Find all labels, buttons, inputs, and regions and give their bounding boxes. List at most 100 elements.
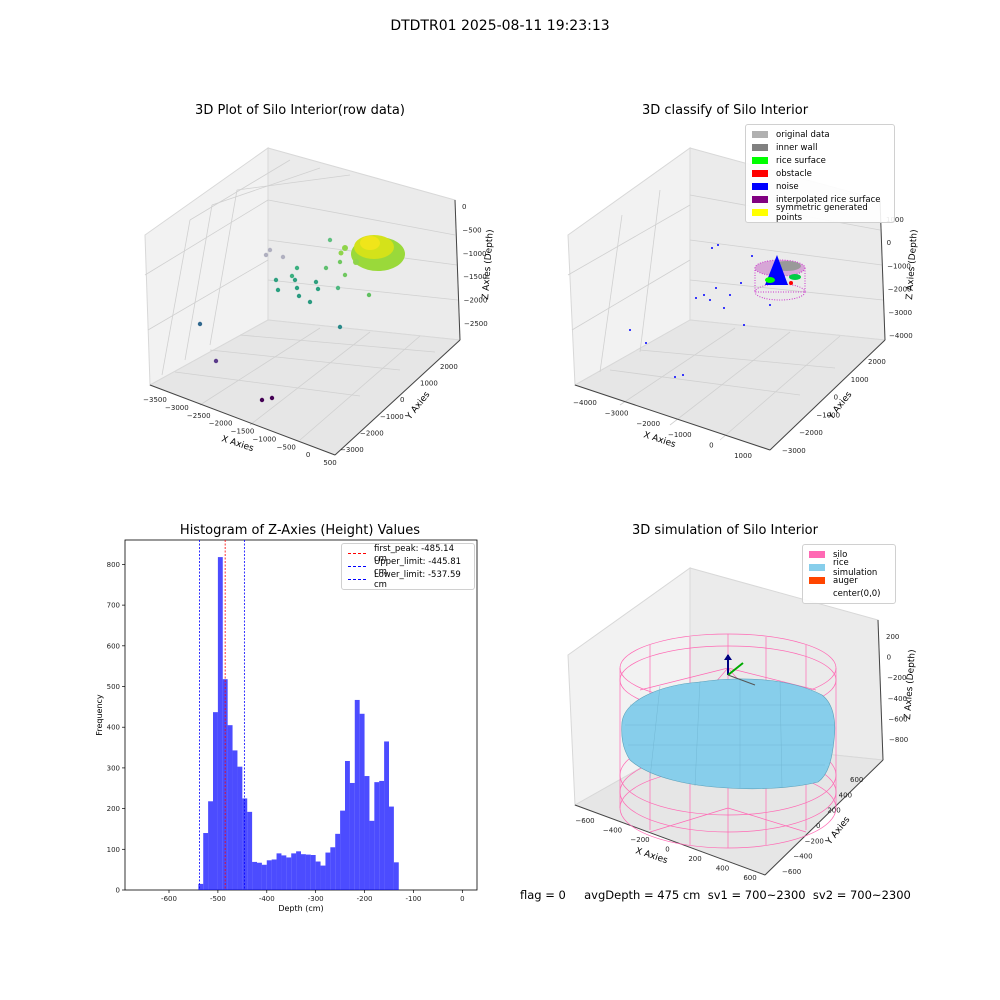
legend-swatch [348, 566, 366, 567]
point [337, 259, 343, 265]
histogram-bar [281, 855, 287, 890]
legend-label: interpolated rice surface [776, 194, 881, 205]
point [292, 277, 298, 283]
plot1-points [197, 235, 405, 403]
point [313, 279, 319, 285]
p2-zticks-tick: 0 [887, 239, 891, 247]
y-tick-label: 400 [107, 724, 120, 732]
point [267, 247, 273, 253]
plot3-xlabel: Depth (cm) [278, 904, 323, 913]
point [335, 285, 341, 291]
histogram-bar [320, 865, 326, 890]
legend-entry: Lower_limit: -537.59 cm [348, 570, 468, 590]
legend-label: symmetric generated points [776, 202, 868, 223]
legend-swatch [348, 553, 366, 554]
legend-entry: obstacle [752, 167, 888, 180]
plot4-title: 3D simulation of Silo Interior [632, 523, 818, 538]
y-tick-label: 200 [107, 805, 120, 813]
point [280, 254, 286, 260]
plot2-title: 3D classify of Silo Interior [641, 103, 809, 118]
p1-xticks-tick: 500 [323, 459, 336, 467]
p2-yticks-tick: −1000 [816, 411, 840, 419]
legend-swatch [348, 579, 366, 580]
histogram-bar [354, 699, 360, 890]
p1-xticks-tick: −2500 [187, 412, 211, 420]
p4-xticks-tick: 600 [743, 874, 756, 882]
p4-zticks-tick: 200 [886, 633, 899, 641]
point [213, 358, 219, 364]
plot4-tick-labels: −600 −400 −200 0 200 400 600 600 400 200 0 −200 −400… [575, 633, 908, 882]
point [629, 329, 631, 331]
p4-xticks-tick: −600 [575, 817, 594, 825]
plot2-y-axis-line [769, 339, 886, 451]
p4-zticks-tick: 0 [887, 654, 891, 662]
legend-swatch [752, 144, 768, 151]
plot4-x-axis-line [574, 804, 766, 876]
plot1-x-axis-line [149, 384, 336, 456]
p4-yticks-tick: 600 [850, 776, 863, 784]
p4-yticks-tick: −600 [782, 868, 801, 876]
point [729, 294, 731, 296]
y-tick-label: 500 [107, 683, 120, 691]
p1-yticks-tick: −2000 [360, 429, 384, 437]
obstacle [789, 281, 793, 285]
auger [727, 674, 756, 686]
histogram-bar [252, 861, 257, 890]
legend-label: inner wall [776, 142, 818, 153]
status-line: flag = 0 avgDepth = 475 cm sv1 = 700~230… [520, 888, 911, 902]
plot1-z-axis-line [454, 199, 461, 341]
p2-xticks-tick: 0 [709, 441, 713, 449]
legend-entry: silo [809, 548, 889, 561]
p2-yticks-tick: 2000 [868, 358, 886, 366]
histogram-bar [257, 862, 262, 890]
histogram-bar [369, 820, 375, 890]
p2-zticks-tick: −2000 [888, 286, 912, 294]
legend-swatch [752, 209, 768, 216]
y-tick-label: 0 [116, 887, 120, 895]
p1-xticks-tick: −3000 [165, 404, 189, 412]
histogram-bar [271, 859, 277, 890]
plot2-zlabel: Z Axies (Depth) [905, 229, 920, 300]
p4-yticks-tick: 400 [839, 791, 852, 799]
p2-zticks-tick: −4000 [889, 332, 913, 340]
plot4-ylabel: Y Axies [824, 815, 853, 848]
legend-swatch [809, 551, 825, 558]
plot1-ylabel: Y Axies [404, 390, 433, 423]
legend-label: noise [776, 181, 799, 192]
plot3-ticks: -600 -500 -400 -300 -200 -100 0 0 100 200 300 400 50… [107, 561, 465, 903]
plot4-rice-mesh [625, 678, 834, 789]
legend-entry: interpolated rice surface [752, 193, 888, 206]
point [703, 294, 705, 296]
histogram-bar [340, 810, 345, 890]
legend-swatch [752, 157, 768, 164]
plot1-grid [144, 159, 459, 441]
histogram-bar [232, 750, 238, 890]
legend-swatch [809, 577, 825, 584]
histogram-bar [291, 853, 297, 890]
legend-label: first_peak: -485.14 cm [374, 543, 454, 564]
p4-xticks-tick: −400 [603, 827, 622, 835]
x-tick-label: -200 [357, 895, 373, 903]
plot3-bars [198, 557, 399, 890]
point [315, 286, 321, 292]
center-arrow [724, 654, 732, 660]
p4-yticks-tick: 0 [816, 822, 820, 830]
point [275, 287, 281, 293]
histogram-bar [379, 780, 385, 890]
x-tick-label: 0 [460, 895, 464, 903]
plot2-legend: original data inner wall rice surface obsta… [745, 124, 895, 223]
p4-xticks-tick: 0 [665, 846, 669, 854]
point [294, 265, 300, 271]
histogram-bar [330, 847, 336, 890]
y-tick-label: 700 [107, 602, 120, 610]
y-tick-label: 800 [107, 561, 120, 569]
point [327, 237, 333, 243]
point [717, 244, 719, 246]
legend-label: rice simulation [833, 557, 878, 578]
p1-xticks-tick: 0 [306, 451, 310, 459]
histogram-bar [276, 853, 282, 890]
plot3-frame [124, 539, 478, 891]
point [338, 250, 344, 256]
point [353, 259, 359, 265]
plot1-tick-labels: −3500−3000−2500−2000−1500−1000−5000500−3… [143, 203, 488, 467]
